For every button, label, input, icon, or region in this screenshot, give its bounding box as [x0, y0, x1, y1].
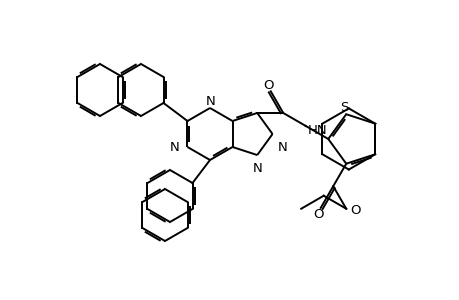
Text: S: S	[339, 101, 347, 114]
Text: O: O	[263, 79, 273, 92]
Text: N: N	[169, 140, 179, 154]
Text: O: O	[312, 208, 323, 221]
Text: N: N	[252, 162, 262, 175]
Text: HN: HN	[307, 124, 327, 137]
Text: N: N	[206, 94, 215, 107]
Text: N: N	[277, 141, 287, 154]
Text: O: O	[349, 204, 360, 217]
